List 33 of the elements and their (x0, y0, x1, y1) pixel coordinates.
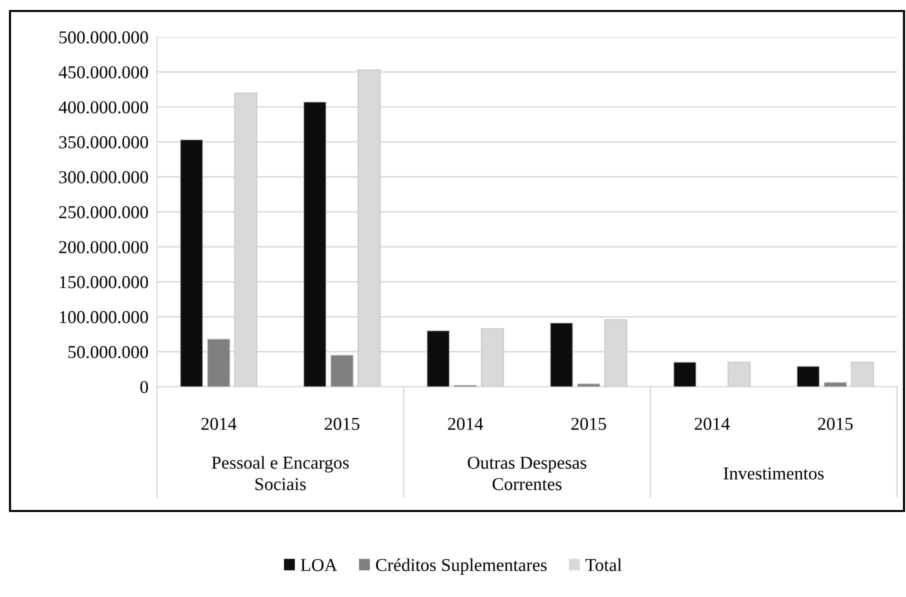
bar (673, 362, 696, 387)
x-tick-label: 2014 (448, 418, 484, 430)
x-tick-label: 2014 (201, 418, 236, 430)
x-tick-label: 2015 (571, 418, 606, 430)
y-tick-label: 150.000.000 (60, 276, 148, 288)
y-tick-label: 0 (140, 380, 148, 394)
legend-label: LOA (300, 558, 338, 572)
x-tick-label: 2014 (694, 418, 730, 430)
bar (577, 384, 600, 387)
text: Investimentos (724, 467, 824, 480)
bar (207, 338, 230, 387)
text: Outras Despesas Correntes (468, 456, 586, 490)
y-tick-label: 350.000.000 (59, 136, 148, 148)
y-tick-label: 50.000.000 (68, 346, 148, 358)
text: Pessoal e Encargos Sociais (212, 456, 349, 490)
bar (824, 382, 847, 387)
y-tick-label: 250.000.000 (59, 206, 148, 218)
bar (796, 366, 820, 387)
x-tick-label: 2015 (324, 418, 360, 430)
bar (180, 139, 203, 387)
bar (426, 330, 450, 387)
y-tick-label: 500.000.000 (59, 31, 148, 44)
y-tick-label: 200.000.000 (59, 241, 148, 254)
y-tick-label: 100.000.000 (60, 311, 148, 324)
legend-label: Total (586, 558, 622, 572)
y-tick-label: 300.000.000 (59, 171, 148, 184)
bar (550, 322, 573, 387)
bar (330, 354, 354, 387)
y-tick-label: 400.000.000 (58, 101, 148, 114)
bar (303, 102, 326, 387)
x-tick-label: 2015 (818, 418, 853, 430)
legend-label: Créditos Suplementares (376, 558, 547, 575)
y-tick-label: 450.000.000 (58, 66, 148, 78)
